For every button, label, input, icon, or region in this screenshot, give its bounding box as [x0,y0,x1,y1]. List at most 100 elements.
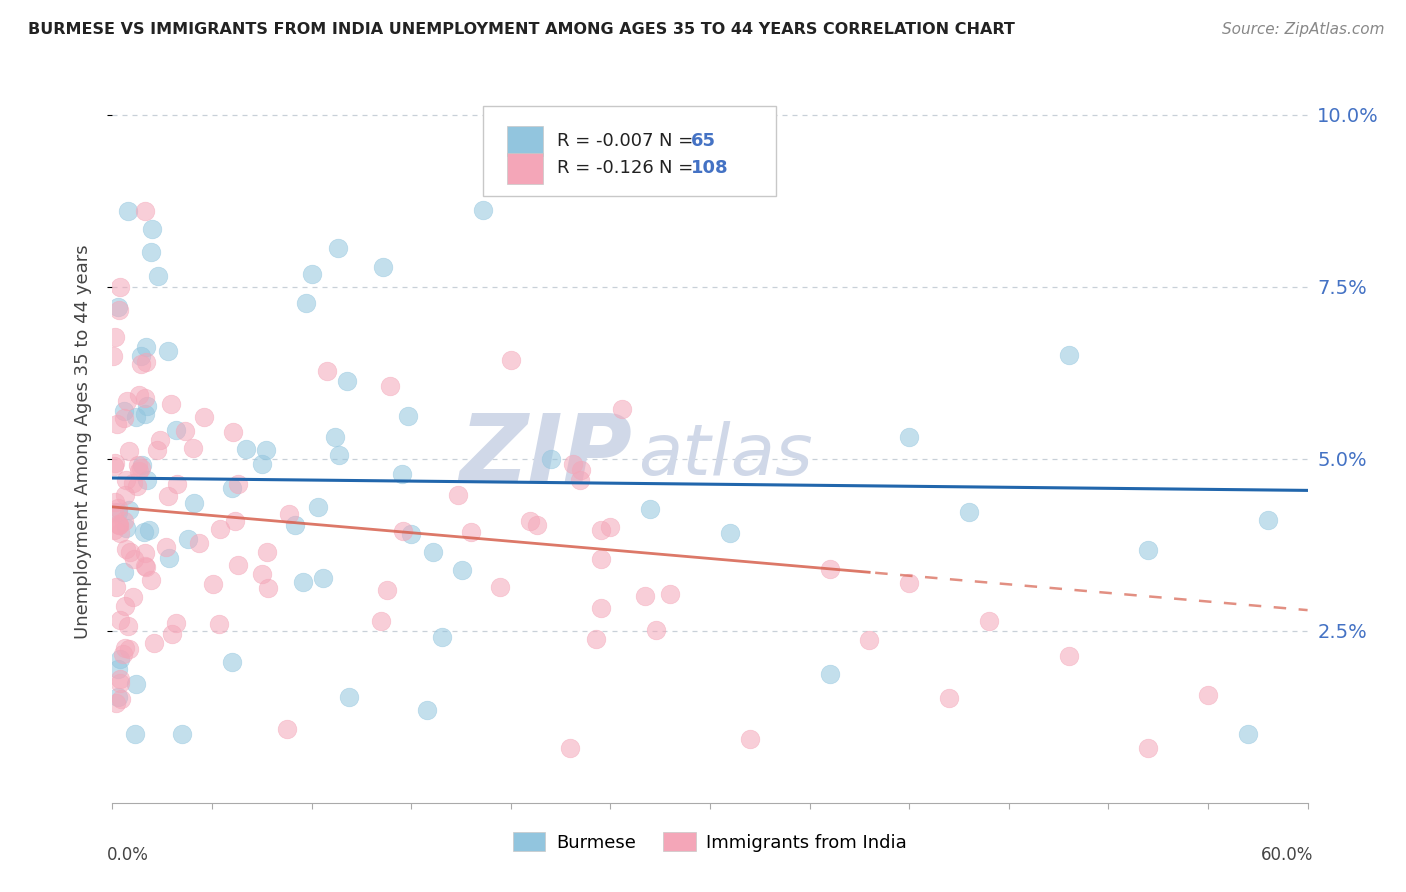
Point [283,517,305,532]
Point [307,500,329,514]
Point [898,576,921,591]
Point [957,505,980,519]
Point [110,526,132,541]
Point [170,727,193,741]
Point [519,514,541,528]
Point [589,601,612,615]
Point [276,723,298,737]
Point [141,222,163,236]
Text: ZIP: ZIP [460,410,633,502]
Point [142,636,165,650]
Point [135,559,157,574]
Point [718,525,741,540]
Point [134,391,156,405]
Point [1197,688,1219,702]
Point [166,424,188,438]
Point [659,587,682,601]
Point [589,551,612,566]
Bar [508,153,543,184]
Point [209,522,232,536]
Point [558,740,581,755]
Text: 108: 108 [690,160,728,178]
Point [145,443,167,458]
Point [312,571,335,585]
Point [977,614,1000,628]
Point [114,521,136,535]
Point [562,457,585,471]
Point [499,353,522,368]
FancyBboxPatch shape [484,105,776,196]
Point [938,691,960,706]
Point [377,582,399,597]
Point [104,330,127,344]
Point [1137,543,1160,558]
Point [135,340,157,354]
Point [818,667,841,681]
Point [107,505,129,519]
Point [295,296,318,310]
Point [1057,649,1080,664]
Point [138,524,160,538]
Point [391,467,413,481]
Point [291,574,314,589]
Point [118,444,141,458]
Point [121,590,143,604]
Point [591,523,613,537]
Point [430,630,453,644]
Point [1257,513,1279,527]
Point [134,559,156,574]
Point [447,488,470,502]
Point [328,449,350,463]
Point [114,488,136,502]
Text: N =: N = [658,160,699,178]
Point [640,501,662,516]
Point [103,349,125,363]
Point [115,394,138,409]
Point [112,647,135,661]
Point [370,614,392,628]
Point [1137,740,1160,755]
Point [325,430,347,444]
Point [115,542,138,557]
Point [120,545,142,559]
Text: BURMESE VS IMMIGRANTS FROM INDIA UNEMPLOYMENT AMONG AGES 35 TO 44 YEARS CORRELAT: BURMESE VS IMMIGRANTS FROM INDIA UNEMPLO… [28,22,1015,37]
Point [156,489,179,503]
Text: 60.0%: 60.0% [1261,847,1313,864]
Point [160,627,183,641]
Point [336,374,359,388]
Y-axis label: Unemployment Among Ages 35 to 44 years: Unemployment Among Ages 35 to 44 years [73,244,91,639]
Point [103,524,125,538]
Point [738,732,761,747]
Point [132,524,155,539]
Point [202,576,225,591]
Point [226,476,249,491]
Point [526,517,548,532]
Point [135,355,157,369]
Point [136,473,159,487]
Point [166,476,188,491]
Point [107,518,129,533]
Point [380,379,402,393]
Point [128,387,150,401]
Point [125,410,148,425]
Point [128,464,150,478]
Point [316,364,339,378]
Point [392,524,415,538]
Point [108,302,131,317]
Point [107,518,129,533]
Point [224,514,246,528]
Point [124,677,146,691]
Point [569,473,592,487]
Point [540,451,562,466]
Point [118,503,141,517]
Point [301,267,323,281]
Point [155,540,177,554]
Text: R = -0.126: R = -0.126 [557,160,654,178]
Point [136,399,159,413]
Bar [508,126,543,156]
Point [416,703,439,717]
Point [114,473,136,487]
Point [818,561,841,575]
Point [129,357,152,371]
Point [105,696,128,710]
